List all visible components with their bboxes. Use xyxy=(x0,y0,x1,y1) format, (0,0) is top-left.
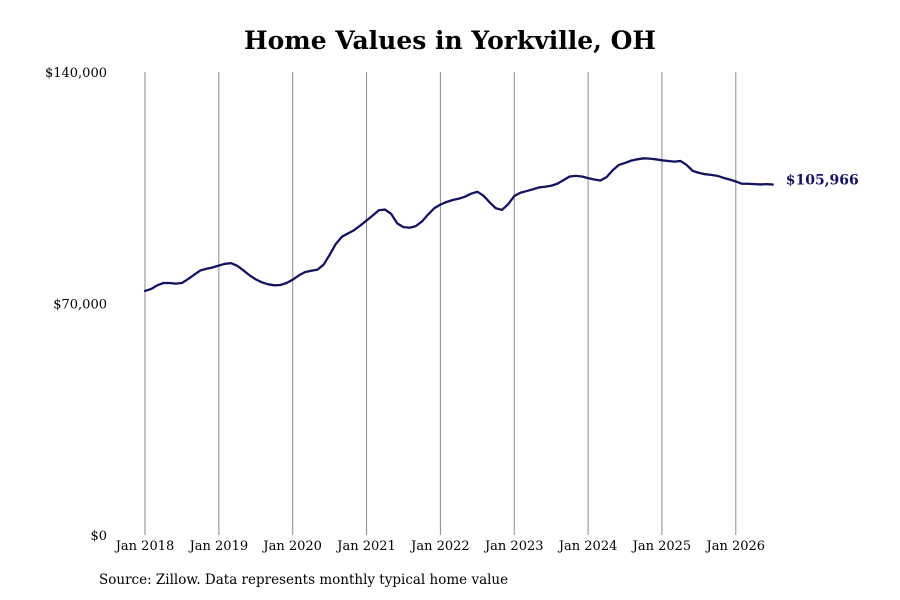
y-tick-label: $0 xyxy=(90,529,107,544)
x-tick-label: Jan 2026 xyxy=(705,539,766,554)
series-layer xyxy=(143,157,774,293)
y-axis-ticks: $0 $70,000 $140,000 xyxy=(45,66,107,544)
x-axis-ticks: Jan 2018 Jan 2019 Jan 2020 Jan 2021 Jan 2022… xyxy=(114,539,765,554)
x-tick-label: Jan 2022 xyxy=(409,539,470,554)
x-tick-label: Jan 2020 xyxy=(261,539,322,554)
x-tick-label: Jan 2021 xyxy=(335,539,396,554)
x-tick-label: Jan 2024 xyxy=(557,539,618,554)
x-tick-label: Jan 2025 xyxy=(631,539,692,554)
x-tick-label: Jan 2018 xyxy=(114,539,175,554)
series-line xyxy=(143,157,774,293)
x-tick-label: Jan 2019 xyxy=(188,539,249,554)
end-value-label: $105,966 xyxy=(786,173,859,189)
y-tick-label: $70,000 xyxy=(53,298,107,313)
chart-title: Home Values in Yorkville, OH xyxy=(244,26,656,55)
x-tick-label: Jan 2023 xyxy=(483,539,544,554)
source-note: Source: Zillow. Data represents monthly … xyxy=(99,572,509,588)
label-layer: $105,966 xyxy=(786,173,859,189)
grid-layer xyxy=(144,72,737,535)
y-tick-label: $140,000 xyxy=(45,66,107,81)
